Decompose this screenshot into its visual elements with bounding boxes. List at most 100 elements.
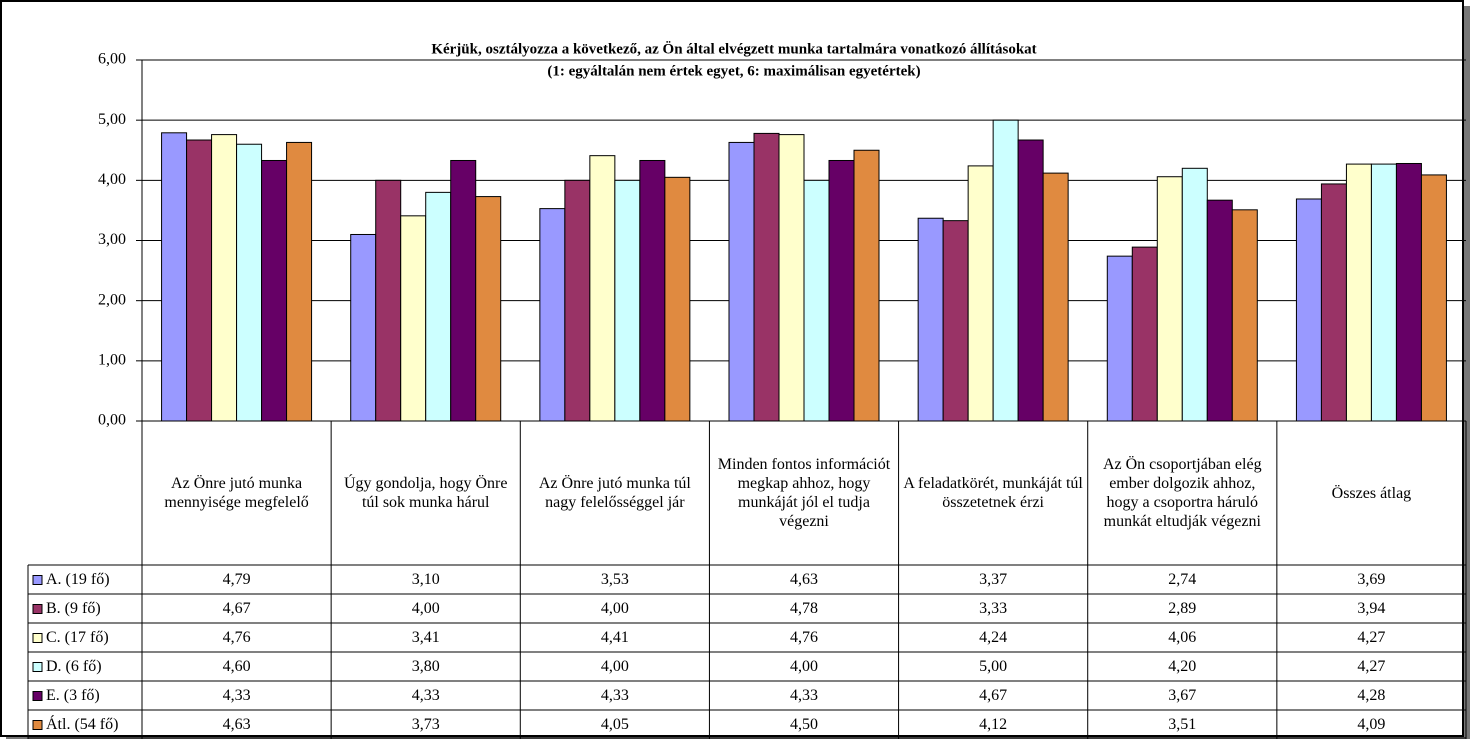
table-value: 4,41: [601, 629, 629, 646]
table-value: 4,33: [790, 687, 818, 704]
bar: [992, 119, 1019, 422]
x-tick-label: Minden fontos információt megkap ahhoz, …: [717, 456, 891, 530]
category-cell: Minden fontos információt megkap ahhoz, …: [717, 456, 891, 530]
bar: [236, 143, 263, 422]
bar: [1156, 176, 1183, 422]
bar: [753, 132, 780, 422]
y-tick-label: 6,00: [98, 51, 126, 68]
table-value: 4,20: [1168, 658, 1196, 675]
table-value: 4,00: [412, 600, 440, 617]
bar: [639, 159, 666, 422]
table-value: 3,51: [1168, 716, 1196, 733]
bar: [400, 215, 427, 422]
table-value: 4,27: [1357, 629, 1385, 646]
table-value: 3,10: [412, 571, 440, 588]
bar: [728, 141, 755, 422]
legend-swatch: [32, 662, 43, 672]
legend-label: Átl. (54 fő): [46, 714, 118, 733]
bar: [286, 141, 313, 422]
bar: [1017, 139, 1044, 422]
bar: [261, 159, 288, 422]
legend-swatch: [32, 720, 43, 730]
table-value: 4,60: [223, 658, 251, 675]
x-tick-label: Összes átlag: [1331, 484, 1412, 502]
category-cell: Az Önre jutó munka mennyisége megfelelő: [164, 475, 308, 511]
bar: [1370, 163, 1397, 422]
table-value: 3,41: [412, 629, 440, 646]
y-tick-label: 4,00: [98, 171, 126, 188]
bar: [1106, 255, 1133, 422]
legend-swatch: [32, 691, 43, 701]
x-tick-label: A feladatkörét, munkáját túl összetetnek…: [903, 475, 1083, 511]
category-cell: A feladatkörét, munkáját túl összetetnek…: [903, 475, 1083, 511]
table-value: 3,53: [601, 571, 629, 588]
bar: [778, 134, 805, 422]
table-value: 4,09: [1357, 716, 1385, 733]
legend-label: E. (3 fő): [46, 687, 100, 704]
legend-label: D. (6 fő): [46, 658, 102, 675]
legend-swatch: [32, 633, 43, 643]
x-tick-label: Az Önre jutó munka túl nagy felelősségge…: [538, 475, 691, 511]
table-value: 4,63: [223, 716, 251, 733]
table-value: 4,33: [412, 687, 440, 704]
category-cell: Úgy gondolja, hogy Önre túl sok munka há…: [343, 475, 508, 511]
bar: [614, 179, 641, 422]
bar: [967, 165, 994, 422]
chart-subtitle: (1: egyáltalán nem értek egyet, 6: maxim…: [547, 63, 920, 79]
bar: [664, 176, 691, 422]
table-value: 4,00: [601, 600, 629, 617]
bar: [942, 220, 969, 422]
bar: [1181, 167, 1208, 422]
legend-swatch: [32, 604, 43, 614]
bar: [475, 196, 502, 422]
table-value: 2,74: [1168, 571, 1196, 588]
bar: [1295, 198, 1322, 422]
table-value: 4,76: [790, 629, 818, 646]
y-tick-label: 3,00: [98, 231, 126, 248]
table-value: 4,24: [979, 629, 1007, 646]
table-value: 4,63: [790, 571, 818, 588]
table-value: 3,67: [1168, 687, 1196, 704]
y-tick-label: 5,00: [98, 111, 126, 128]
bar: [539, 208, 566, 422]
table-value: 4,00: [601, 658, 629, 675]
y-tick-label: 2,00: [98, 291, 126, 308]
table-value: 4,67: [223, 600, 251, 617]
y-tick-label: 0,00: [98, 412, 126, 429]
bar: [1042, 172, 1069, 422]
table-value: 3,37: [979, 571, 1007, 588]
bar: [186, 139, 213, 422]
table-value: 4,67: [979, 687, 1007, 704]
category-cell: Összes átlag: [1331, 484, 1412, 502]
table-value: 4,06: [1168, 629, 1196, 646]
category-cell: Az Önre jutó munka túl nagy felelősségge…: [538, 475, 691, 511]
table-value: 3,69: [1357, 571, 1385, 588]
table-value: 4,33: [601, 687, 629, 704]
bar: [803, 179, 830, 422]
table-value: 4,05: [601, 716, 629, 733]
bar: [1420, 174, 1447, 422]
table-value: 2,89: [1168, 600, 1196, 617]
bar: [211, 134, 238, 422]
y-tick-label: 1,00: [98, 352, 126, 369]
table-value: 4,50: [790, 716, 818, 733]
legend-label: A. (19 fő): [46, 571, 110, 588]
table-value: 4,28: [1357, 687, 1385, 704]
table-value: 3,94: [1357, 600, 1385, 617]
bar: [564, 179, 591, 422]
table-value: 5,00: [979, 658, 1007, 675]
legend-label: B. (9 fő): [46, 600, 101, 617]
bar: [1395, 162, 1422, 422]
table-value: 4,27: [1357, 658, 1385, 675]
table-value: 4,00: [790, 658, 818, 675]
bar: [1320, 183, 1347, 422]
x-tick-label: Az Ön csoportjában elég ember dolgozik a…: [1102, 456, 1262, 530]
table-value: 4,79: [223, 571, 251, 588]
bar: [425, 191, 452, 422]
chart-title: Kérjük, osztályozza a következő, az Ön á…: [431, 40, 1036, 57]
bar: [161, 132, 188, 422]
x-tick-label: Úgy gondolja, hogy Önre túl sok munka há…: [343, 475, 508, 511]
legend-label: C. (17 fő): [46, 629, 109, 646]
